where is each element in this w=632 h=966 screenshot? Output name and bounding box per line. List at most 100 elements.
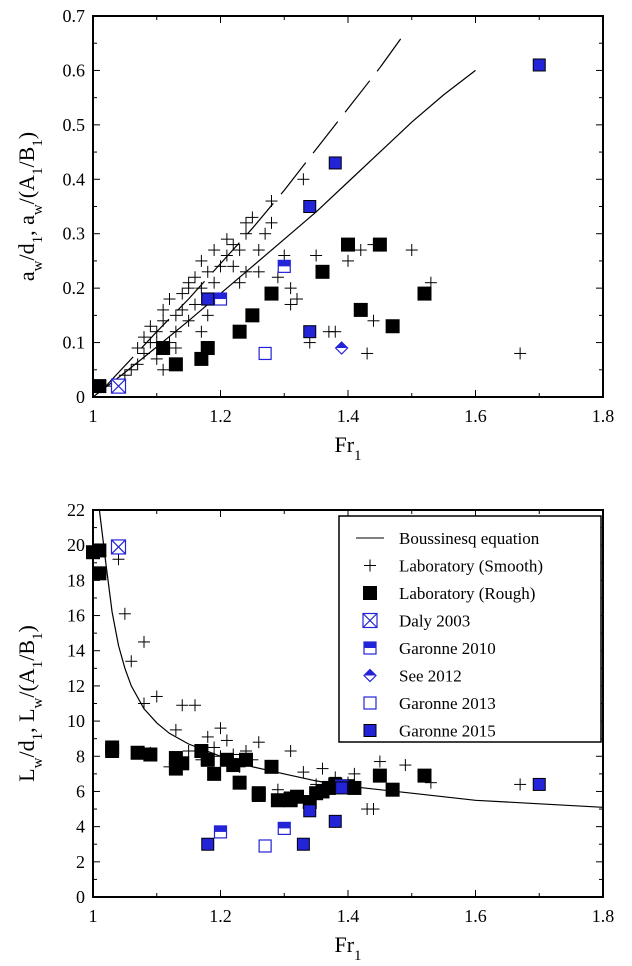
data-point-plus bbox=[246, 211, 259, 224]
y-tick-label: 12 bbox=[67, 676, 85, 696]
data-point-plus bbox=[265, 216, 278, 229]
data-point-blue-square bbox=[532, 777, 546, 791]
legend-marker-x-square bbox=[362, 612, 378, 629]
legend-label: Boussinesq equation bbox=[399, 529, 540, 548]
data-point-half-diamond bbox=[334, 341, 349, 355]
data-point-filled-square bbox=[92, 543, 107, 558]
data-point-filled-square bbox=[417, 286, 432, 301]
data-point-half-square bbox=[277, 259, 291, 273]
data-point-plus bbox=[259, 227, 272, 240]
data-point-filled-square bbox=[156, 341, 171, 356]
y-tick-label: 0.6 bbox=[63, 60, 86, 80]
chart-wavelength: 1 1.2 1.4 1.6 1.8 0 2 4 6 8 10 12 14 16 18 20 22 Fr1 Lw/d1… bbox=[14, 500, 614, 964]
y-tick-label: 10 bbox=[67, 711, 85, 731]
data-point-plus bbox=[278, 249, 291, 262]
data-point-plus bbox=[182, 276, 195, 289]
data-point-plus bbox=[144, 320, 157, 333]
legend-label: Laboratory (Rough) bbox=[399, 584, 535, 603]
data-point-filled-square bbox=[143, 747, 158, 762]
data-point-plus bbox=[157, 363, 170, 376]
data-point-filled-square bbox=[315, 264, 330, 279]
data-point-plus bbox=[297, 173, 310, 186]
data-point-plus bbox=[240, 265, 252, 278]
x-tick-label: 1.2 bbox=[209, 906, 232, 926]
data-point-blue-square bbox=[303, 325, 317, 339]
data-point-plus bbox=[514, 347, 527, 360]
data-point-plus bbox=[271, 271, 284, 284]
legend-marker-half-diamond bbox=[363, 668, 377, 683]
data-point-plus bbox=[195, 325, 208, 338]
data-point-plus bbox=[342, 254, 354, 267]
data-point-filled-square bbox=[372, 768, 387, 783]
data-point-plus bbox=[138, 347, 150, 360]
data-point-plus bbox=[514, 778, 527, 791]
data-point-filled-square bbox=[200, 341, 215, 356]
data-point-plus bbox=[176, 287, 189, 300]
data-point-blue-square bbox=[303, 200, 317, 213]
data-point-plus bbox=[354, 244, 367, 257]
y-axis-label: Lw/d1, Lw/(A1/B1) bbox=[14, 625, 46, 782]
data-point-x-square bbox=[110, 539, 127, 555]
data-point-filled-square bbox=[194, 351, 209, 366]
y-tick-label: 22 bbox=[67, 500, 85, 520]
data-point-plus bbox=[195, 254, 208, 267]
data-point-blue-square bbox=[296, 837, 310, 851]
y-tick-label: 14 bbox=[67, 641, 85, 661]
data-point-plus bbox=[125, 655, 138, 668]
data-point-filled-square bbox=[245, 308, 260, 323]
data-point-blue-square bbox=[328, 156, 342, 170]
data-point-plus bbox=[284, 282, 297, 295]
legend-label: Garonne 2013 bbox=[399, 694, 496, 713]
x-tick-label: 1.6 bbox=[464, 406, 487, 426]
x-tick-label: 1 bbox=[89, 406, 98, 426]
x-tick-label: 1 bbox=[89, 906, 98, 926]
x-tick-label: 1.4 bbox=[337, 906, 360, 926]
data-point-plus bbox=[284, 744, 297, 757]
data-point-filled-square bbox=[264, 286, 279, 301]
data-point-plus bbox=[125, 363, 138, 376]
data-point-blue-square bbox=[201, 292, 215, 306]
data-point-plus bbox=[201, 309, 214, 322]
data-point-plus bbox=[220, 233, 233, 246]
legend-marker-filled-square bbox=[363, 586, 377, 600]
data-point-plus bbox=[220, 734, 233, 747]
data-point-plus bbox=[227, 260, 240, 273]
data-point-plus bbox=[208, 244, 221, 257]
data-point-plus bbox=[169, 325, 182, 338]
legend-marker-open-square bbox=[363, 696, 377, 710]
data-point-plus bbox=[189, 298, 201, 311]
x-tick-label: 1.6 bbox=[464, 906, 487, 926]
data-point-plus bbox=[399, 759, 412, 772]
legend-marker-plus bbox=[364, 559, 376, 572]
data-point-plus bbox=[220, 249, 233, 262]
data-point-plus bbox=[169, 309, 182, 322]
y-tick-label: 0.5 bbox=[63, 115, 86, 135]
data-point-plus bbox=[233, 276, 246, 289]
data-point-plus bbox=[157, 314, 170, 327]
x-tick-label: 1.8 bbox=[592, 906, 615, 926]
data-point-filled-square bbox=[232, 324, 247, 339]
y-tick-label: 0 bbox=[76, 887, 85, 907]
data-point-filled-square bbox=[251, 786, 266, 801]
data-point-blue-square bbox=[328, 814, 342, 828]
data-point-filled-square bbox=[372, 237, 387, 252]
data-point-plus bbox=[303, 336, 316, 349]
legend-marker-half-square bbox=[363, 641, 377, 655]
data-point-filled-square bbox=[168, 357, 183, 372]
data-point-plus bbox=[316, 762, 329, 775]
y-tick-label: 16 bbox=[67, 606, 85, 626]
y-tick-label: 8 bbox=[76, 746, 85, 766]
y-tick-label: 2 bbox=[76, 852, 85, 872]
data-point-plus bbox=[329, 325, 342, 338]
data-point-filled-square bbox=[270, 793, 285, 808]
data-point-filled-square bbox=[105, 743, 120, 758]
legend-label: See 2012 bbox=[399, 667, 462, 686]
data-point-plus bbox=[373, 755, 386, 768]
data-point-plus bbox=[208, 276, 221, 289]
legend-label: Garonne 2010 bbox=[399, 639, 496, 658]
data-point-filled-square bbox=[283, 793, 298, 808]
data-point-plus bbox=[138, 331, 150, 344]
data-point-filled-square bbox=[207, 766, 222, 781]
data-point-filled-square bbox=[264, 759, 279, 774]
x-tick-label: 1.2 bbox=[209, 406, 232, 426]
